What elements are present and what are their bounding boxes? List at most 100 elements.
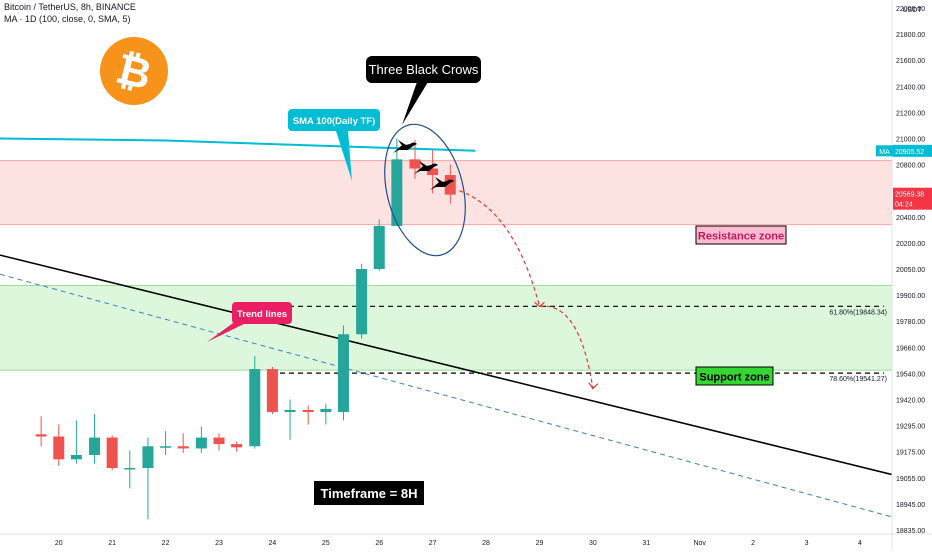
candle-body xyxy=(266,369,278,413)
candle-body xyxy=(142,446,154,469)
sma-callout-box xyxy=(288,109,380,131)
candle-body xyxy=(70,454,82,460)
crow-icon xyxy=(430,177,454,190)
candle-body xyxy=(391,159,403,226)
candle-body xyxy=(106,437,118,469)
bullish-candle xyxy=(89,414,101,464)
last-price-value: 20569.38 xyxy=(895,192,924,199)
candle-body xyxy=(53,436,65,460)
bullish-candle xyxy=(160,431,172,455)
chart-symbol-title[interactable]: Bitcoin / TetherUS, 8h, BINANCE xyxy=(4,2,136,12)
candle-body xyxy=(89,437,101,455)
candle-body xyxy=(249,369,261,447)
bearish-candle xyxy=(53,424,65,466)
bearish-candle xyxy=(213,433,225,451)
indicator-legend[interactable]: MA · 1D (100, close, 0, SMA, 5) xyxy=(4,14,131,24)
price-tick-label: 20800.00 xyxy=(896,163,925,170)
projection-arrowhead xyxy=(534,301,545,308)
crow-wing xyxy=(398,140,406,147)
bullish-candle xyxy=(249,356,261,449)
bearish-candle xyxy=(177,433,189,453)
crows-callout-label: Three Black Crows xyxy=(369,62,479,77)
time-tick-label: 27 xyxy=(429,540,437,547)
price-tick-label: 19420.00 xyxy=(896,398,925,405)
bearish-candle xyxy=(35,416,47,447)
candle-body xyxy=(373,225,385,269)
currency-label: USDT xyxy=(902,7,922,14)
candle-body xyxy=(35,434,47,437)
crow-wing xyxy=(419,161,427,168)
bullish-candle xyxy=(356,263,368,339)
timeframe-label: Timeframe = 8H xyxy=(321,486,418,501)
support-zone xyxy=(0,285,892,371)
crows-callout-pointer xyxy=(402,82,428,125)
candle-body xyxy=(337,334,349,413)
resistance-zone-label-box xyxy=(695,225,787,245)
solid-trend-line xyxy=(0,254,893,476)
last-price-countdown: 04:24 xyxy=(895,202,913,209)
time-tick-label: 3 xyxy=(805,540,809,547)
bullish-candle xyxy=(195,426,207,453)
time-tick-label: 21 xyxy=(108,540,116,547)
price-tick-label: 19175.00 xyxy=(896,450,925,457)
candle-body xyxy=(124,468,136,470)
candle-body xyxy=(213,437,225,445)
candle-body xyxy=(356,269,368,335)
price-tick-label: 22000.00 xyxy=(896,6,925,13)
candle-body xyxy=(427,168,439,176)
time-tick-label: 2 xyxy=(751,540,755,547)
bearish-candle xyxy=(444,164,456,204)
bearish-candle xyxy=(302,405,314,425)
price-tick-label: 19540.00 xyxy=(896,371,925,378)
projection-arrowhead xyxy=(588,382,599,390)
price-tick-label: 21600.00 xyxy=(896,58,925,65)
sma-callout-pointer xyxy=(336,131,352,181)
time-tick-label: 31 xyxy=(642,540,650,547)
time-tick-label: 30 xyxy=(589,540,597,547)
bearish-candle xyxy=(231,441,243,452)
time-tick-label: 24 xyxy=(269,540,277,547)
time-tick-label: 23 xyxy=(215,540,223,547)
price-tick-label: 21000.00 xyxy=(896,137,925,144)
price-tick-label: 19660.00 xyxy=(896,345,925,352)
bullish-candle xyxy=(373,219,385,271)
candle-body xyxy=(231,444,243,448)
bearish-candle xyxy=(427,150,439,194)
sma-callout-label: SMA 100(Daily TF) xyxy=(293,116,376,127)
dashed-trend-line xyxy=(0,273,893,518)
time-tick-label: 4 xyxy=(858,540,862,547)
price-tick-label: 21800.00 xyxy=(896,32,925,39)
last-price-badge xyxy=(893,187,932,210)
bullish-candle xyxy=(391,138,403,226)
bearish-candle xyxy=(266,366,278,415)
bullish-candle xyxy=(320,403,332,425)
crows-callout-box xyxy=(366,56,481,83)
crows-highlight-ellipse xyxy=(384,123,466,257)
price-tick-label: 19780.00 xyxy=(896,319,925,326)
resistance-zone-label: Resistance zone xyxy=(698,231,784,243)
candle-body xyxy=(195,437,207,449)
time-tick-label: 29 xyxy=(536,540,544,547)
ma-badge-tag-label: MA xyxy=(879,149,890,156)
fib-level-label: 78.60%(19541.27) xyxy=(829,376,887,383)
price-tick-label: 20050.00 xyxy=(896,267,925,274)
bullish-candle xyxy=(70,420,82,464)
trend-callout-label: Trend lines xyxy=(237,309,287,320)
candle-body xyxy=(444,175,456,195)
time-tick-label: 22 xyxy=(162,540,170,547)
trend-callout-box xyxy=(232,302,292,324)
candle-body xyxy=(177,446,189,449)
bearish-candle xyxy=(409,139,421,179)
crow-icon xyxy=(393,140,417,153)
time-tick-label: 26 xyxy=(375,540,383,547)
crow-body xyxy=(414,163,438,174)
price-tick-label: 21200.00 xyxy=(896,110,925,117)
bitcoin-logo xyxy=(100,37,168,105)
crow-wing xyxy=(435,177,443,184)
crow-body xyxy=(393,142,417,153)
candle-body xyxy=(409,159,421,169)
ma-price-badge xyxy=(893,144,932,157)
support-zone-label-box xyxy=(695,366,774,386)
